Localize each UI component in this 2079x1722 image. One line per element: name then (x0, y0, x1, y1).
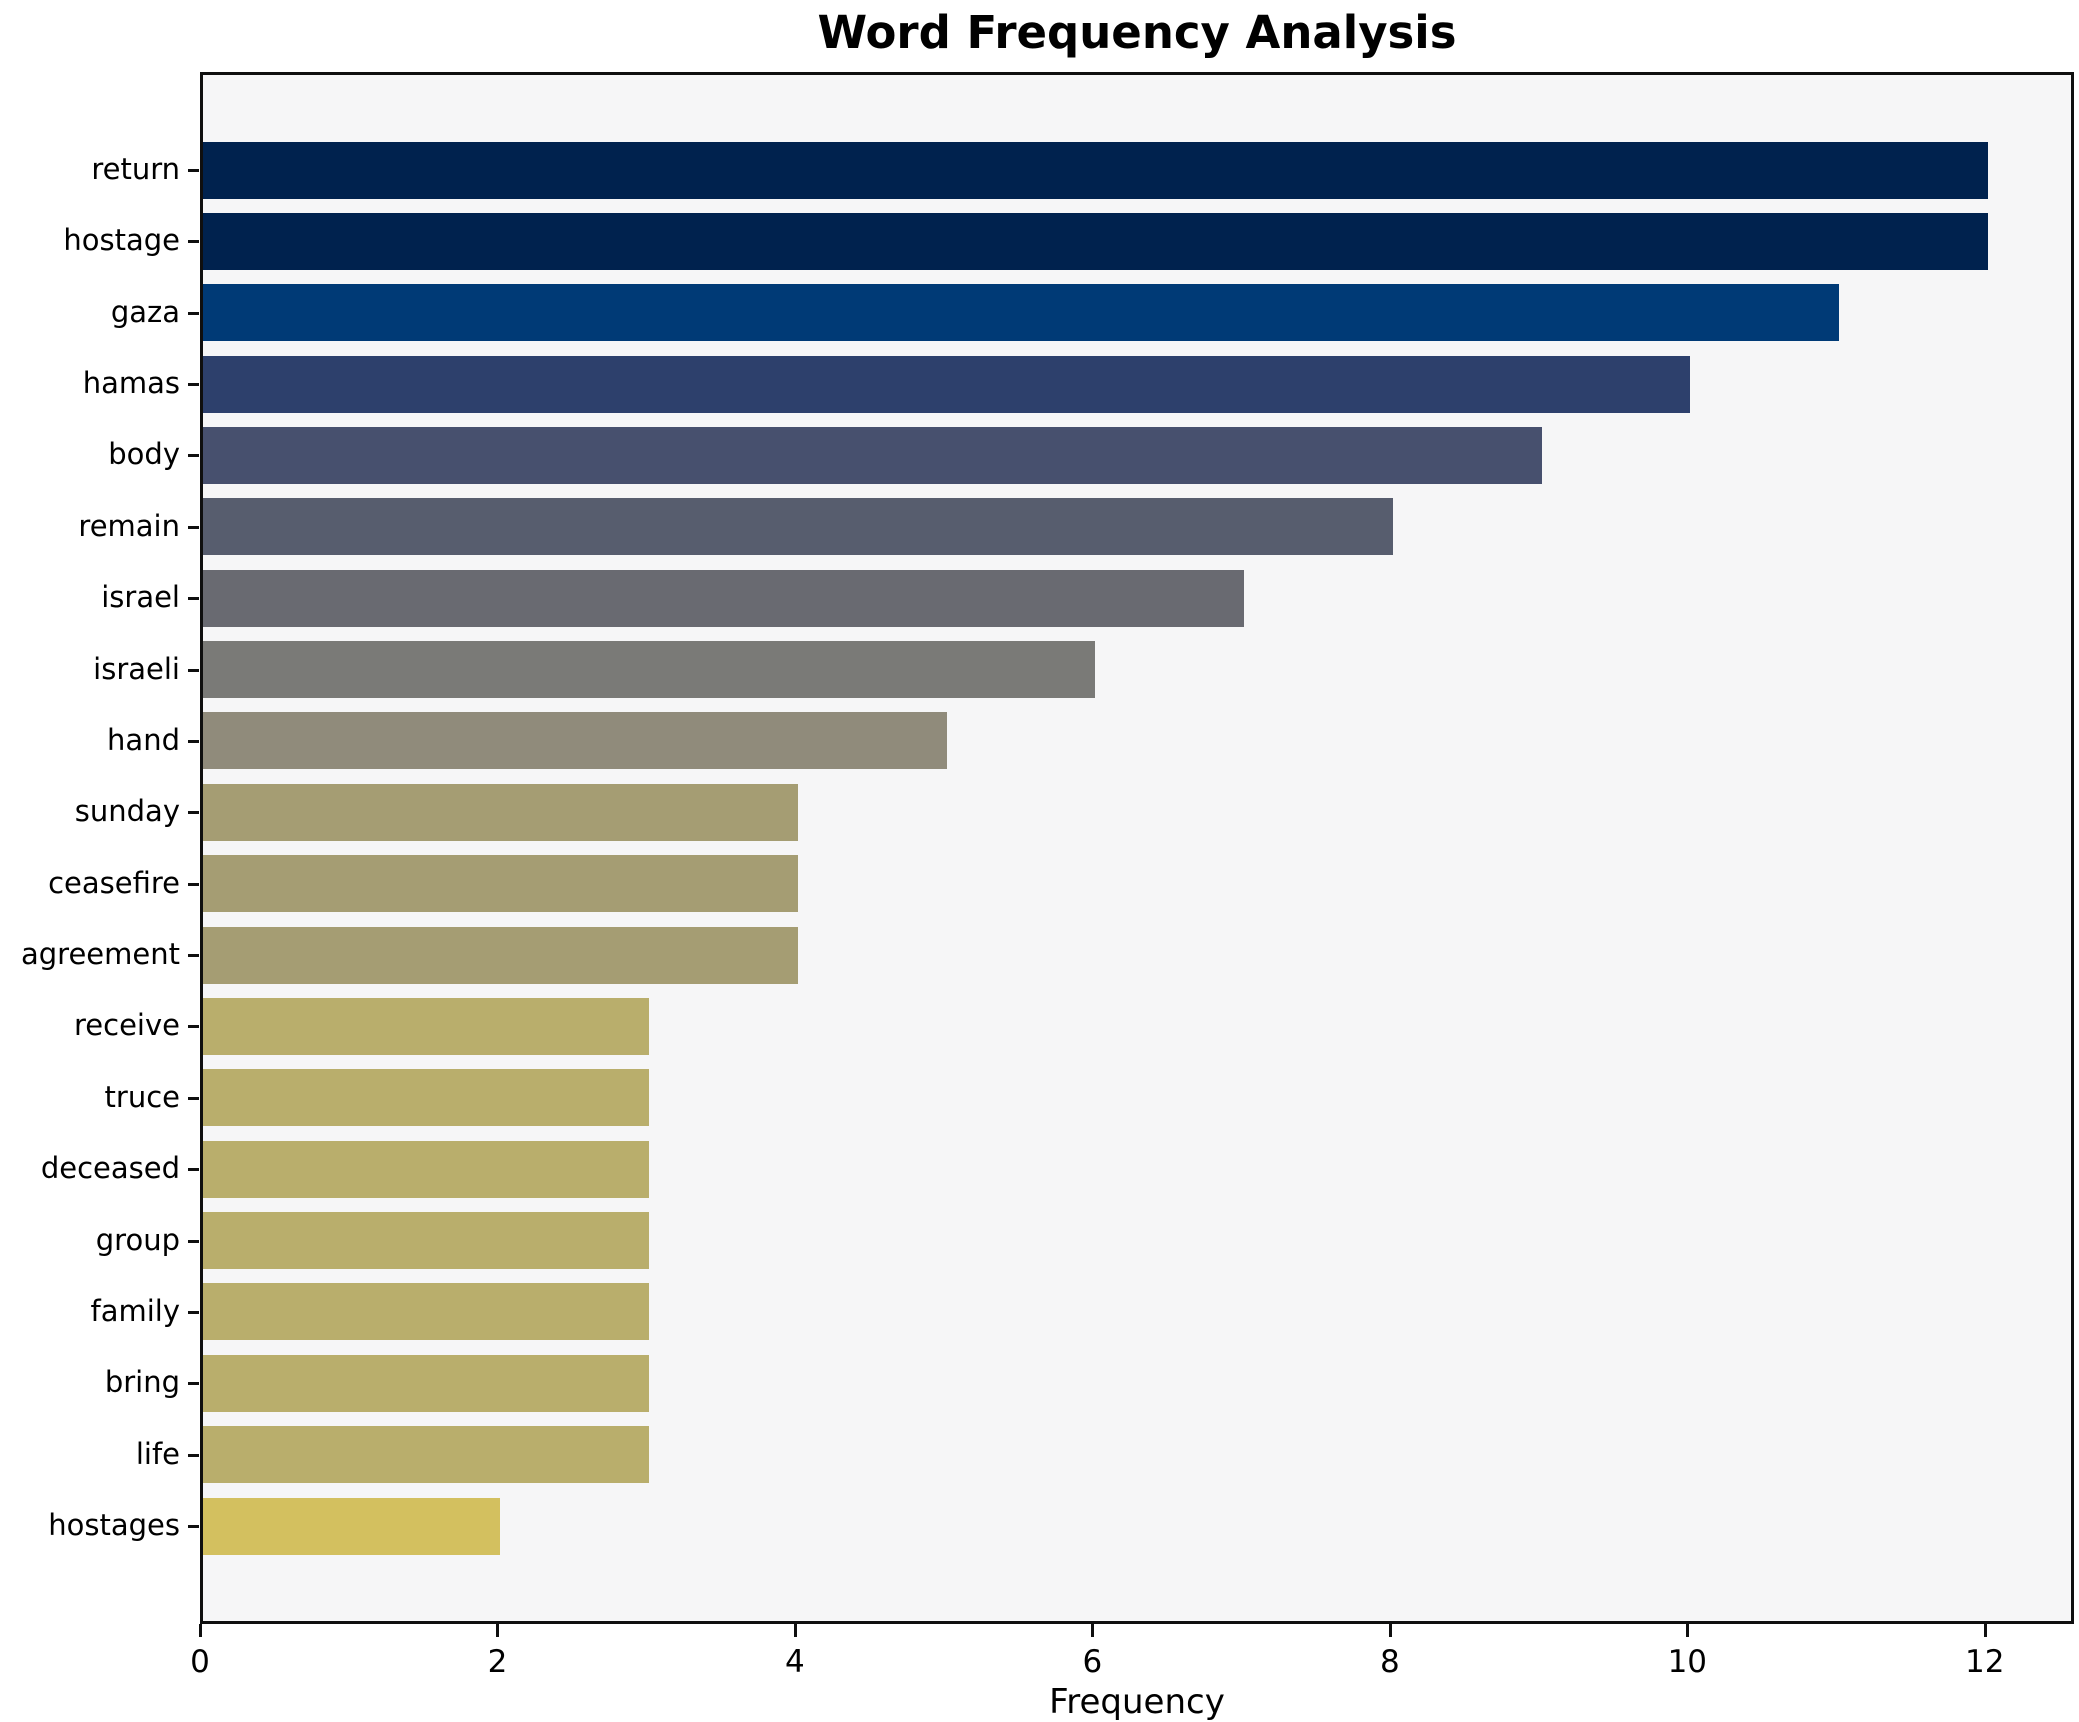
y-tick-mark (188, 383, 199, 387)
y-tick-label-remain: remain (78, 508, 180, 543)
plot-area (200, 72, 2074, 1624)
x-tick-label-2: 2 (487, 1644, 508, 1680)
y-tick-mark (188, 954, 199, 958)
y-tick-mark (188, 169, 199, 172)
x-tick-label-10: 10 (1667, 1644, 1708, 1680)
y-tick-label-deceased: deceased (40, 1151, 180, 1186)
x-tick-mark (1983, 1624, 1987, 1637)
bar-bring (203, 1354, 650, 1412)
x-tick-label-8: 8 (1379, 1644, 1400, 1680)
x-tick-label-0: 0 (190, 1644, 210, 1680)
bar-israel (203, 569, 1245, 627)
x-tick-mark (1091, 1624, 1095, 1637)
bar-receive (203, 997, 650, 1055)
bar-sunday (203, 783, 798, 841)
x-tick-mark (1686, 1624, 1690, 1637)
y-tick-label-agreement: agreement (21, 937, 180, 972)
bar-family (203, 1283, 650, 1341)
y-tick-mark (188, 882, 199, 886)
y-tick-label-hamas: hamas (82, 366, 180, 401)
bar-israeli (203, 641, 1096, 699)
y-tick-label-israeli: israeli (93, 651, 180, 686)
x-tick-mark (1388, 1624, 1392, 1637)
y-tick-label-truce: truce (104, 1079, 180, 1114)
y-tick-mark (188, 454, 199, 458)
y-tick-mark (188, 1382, 199, 1386)
y-tick-mark (188, 1025, 199, 1029)
y-tick-label-return: return (91, 152, 180, 186)
y-tick-mark (188, 525, 199, 529)
x-tick-mark (793, 1624, 797, 1637)
bar-hostage (203, 212, 1988, 270)
y-tick-label-receive: receive (74, 1008, 180, 1043)
y-tick-mark (188, 1168, 199, 1172)
y-tick-mark (188, 668, 199, 672)
y-tick-label-sunday: sunday (74, 794, 180, 829)
y-tick-mark (188, 811, 199, 815)
y-tick-mark (188, 739, 199, 743)
x-tick-mark (496, 1624, 500, 1637)
x-tick-label-12: 12 (1965, 1644, 2005, 1680)
y-tick-label-hostage: hostage (63, 223, 180, 258)
y-tick-mark (188, 311, 199, 315)
chart-title: Word Frequency Analysis (817, 6, 1457, 59)
bar-remain (203, 498, 1393, 556)
bar-deceased (203, 1140, 650, 1198)
bar-agreement (203, 926, 798, 984)
bar-group (203, 1212, 650, 1270)
bar-life (203, 1426, 650, 1484)
y-tick-label-body: body (108, 437, 180, 472)
x-axis-title: Frequency (1049, 1682, 1225, 1722)
y-tick-mark (188, 1453, 199, 1457)
bar-gaza (203, 284, 1840, 342)
x-tick-label-6: 6 (1082, 1644, 1103, 1680)
y-tick-label-family: family (90, 1293, 180, 1328)
y-tick-mark (188, 1096, 199, 1100)
bar-hostages (203, 1497, 501, 1555)
x-tick-mark (199, 1624, 202, 1637)
y-tick-mark (188, 240, 199, 244)
x-tick-label-4: 4 (785, 1644, 805, 1680)
y-tick-label-ceasefire: ceasefire (48, 865, 180, 900)
bar-hamas (203, 355, 1691, 413)
y-tick-label-israel: israel (101, 580, 180, 615)
y-tick-label-life: life (135, 1436, 180, 1471)
y-tick-label-bring: bring (104, 1365, 180, 1400)
y-tick-mark (188, 1310, 199, 1314)
bar-body (203, 426, 1542, 484)
y-tick-label-group: group (95, 1222, 180, 1257)
y-tick-label-hand: hand (107, 722, 180, 757)
bar-return (203, 141, 1988, 199)
bar-truce (203, 1069, 650, 1127)
y-tick-mark (188, 597, 199, 601)
y-tick-label-gaza: gaza (110, 294, 180, 329)
bar-hand (203, 712, 947, 770)
y-tick-mark (188, 1239, 199, 1243)
y-tick-label-hostages: hostages (48, 1508, 180, 1542)
y-tick-mark (188, 1525, 199, 1528)
bar-ceasefire (203, 855, 798, 913)
